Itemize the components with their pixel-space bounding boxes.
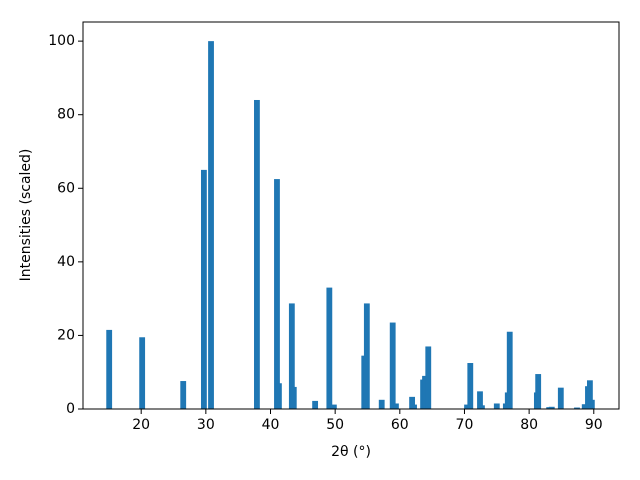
x-tick-label: 80 [520, 417, 538, 433]
bar [326, 287, 333, 409]
x-tick-label: 60 [391, 417, 409, 433]
x-tick-label: 90 [585, 417, 603, 433]
bar [588, 399, 595, 409]
bar [479, 405, 485, 409]
bar [290, 386, 297, 409]
x-tick-label: 20 [132, 417, 150, 433]
bar [378, 399, 385, 409]
bar [425, 346, 432, 409]
bar [180, 381, 187, 409]
bar [535, 374, 542, 409]
bar [409, 396, 416, 409]
bar [467, 363, 474, 409]
bar [330, 404, 337, 409]
bar [422, 375, 428, 409]
bar [411, 404, 417, 409]
plot-frame [82, 21, 620, 410]
bar [464, 404, 470, 409]
x-axis-label: 2θ (°) [331, 444, 371, 460]
y-tick-label: 40 [57, 254, 75, 270]
y-axis-label: Intensities (scaled) [18, 149, 34, 282]
bar [363, 303, 370, 409]
x-tick-label: 30 [197, 417, 215, 433]
bar [208, 41, 214, 410]
bar [288, 303, 295, 409]
y-tick-label: 20 [57, 327, 75, 343]
y-tick-label: 80 [57, 107, 75, 123]
bar [200, 169, 207, 409]
bar [389, 322, 396, 409]
bar [581, 404, 588, 409]
bar [477, 391, 483, 409]
bar [254, 99, 260, 410]
y-tick-label: 0 [66, 401, 75, 417]
bar [106, 329, 113, 409]
y-tick-label: 100 [48, 33, 75, 49]
bar [574, 407, 580, 409]
bar [506, 331, 513, 409]
bar [274, 179, 280, 409]
bar [312, 400, 319, 409]
bar [139, 337, 146, 409]
x-tick-label: 70 [456, 417, 474, 433]
x-tick-label: 40 [262, 417, 280, 433]
x-tick-label: 50 [326, 417, 344, 433]
bar [557, 387, 564, 409]
bar [275, 383, 282, 409]
bar [586, 380, 593, 409]
bar [548, 406, 555, 409]
bar [393, 403, 399, 409]
bar [493, 403, 500, 409]
y-tick-label: 60 [57, 180, 75, 196]
